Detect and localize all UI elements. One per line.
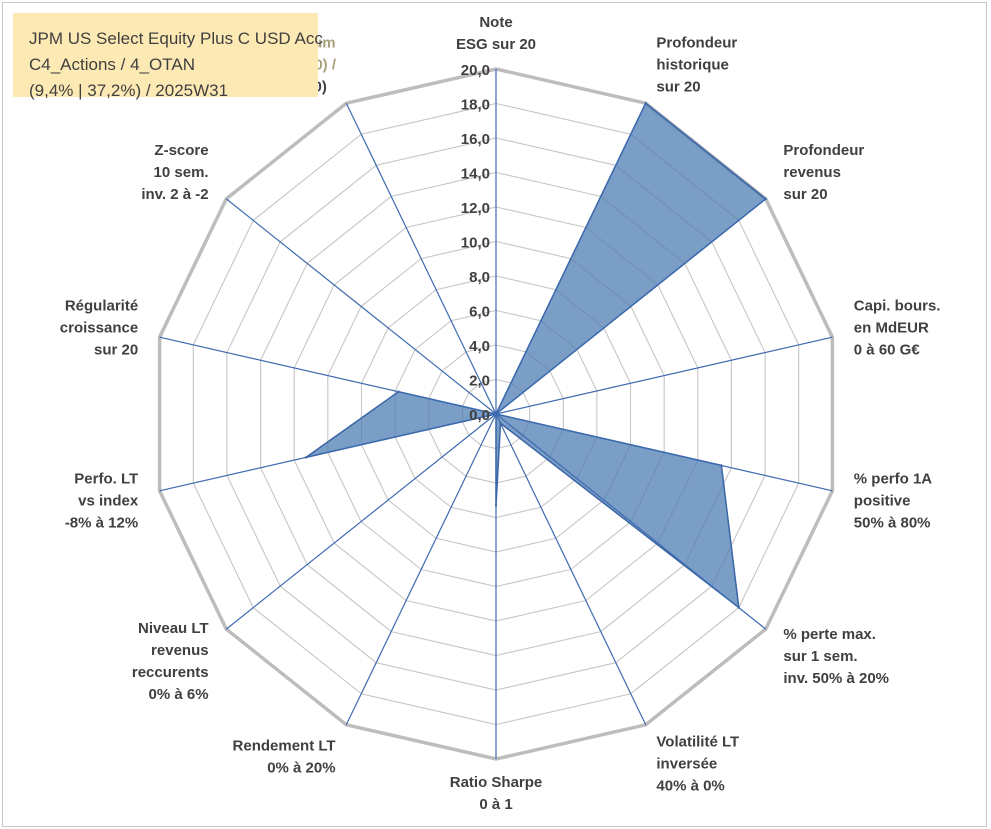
tick-label: 14,0 — [461, 166, 490, 183]
radar-chart: 0,02,04,06,08,010,012,014,016,018,020,0 … — [60, 14, 941, 813]
category-label-line: 10 sem. — [154, 164, 209, 181]
category-label-line: sur 20 — [94, 342, 138, 359]
tick-label: 10,0 — [461, 235, 490, 252]
tick-label: 8,0 — [469, 269, 490, 286]
category-label: % perte max. sur 1 sem. inv. 50% à 20% — [783, 626, 889, 687]
axis-spoke — [495, 413, 647, 726]
category-label: Ratio Sharpe 0 à 1 — [450, 774, 543, 813]
category-label: Volatilité LT inversée 40% à 0% — [656, 734, 739, 795]
category-label-line: revenus — [783, 164, 841, 181]
category-label-line: Rendement LT — [233, 738, 336, 755]
category-label-line: croissance — [60, 320, 138, 337]
category-label: Note ESG sur 20 — [456, 14, 536, 53]
category-label-line: revenus — [151, 642, 209, 659]
category-label-line: sur 20 — [656, 78, 700, 95]
axis-spoke — [225, 198, 497, 415]
category-label-line: Ratio Sharpe — [450, 774, 543, 791]
category-label-line: Profondeur — [656, 34, 737, 51]
category-label-line: 40% à 0% — [656, 778, 724, 795]
title-line-2: C4_Actions / 4_OTAN — [29, 55, 195, 74]
axis-spoke — [495, 413, 767, 630]
category-label-line: inv. 50% à 20% — [783, 670, 889, 687]
category-label-line: Profondeur — [783, 142, 864, 159]
tick-label: 6,0 — [469, 304, 490, 321]
axis-spoke — [495, 413, 833, 492]
axis-spoke — [345, 102, 497, 415]
axis-spoke — [159, 336, 497, 415]
tick-label: 2,0 — [469, 373, 490, 390]
tick-label-layer: 0,0 2,0 4,0 6,0 8,0 10,0 12,0 14,0 16,0 18,0 20,0 — [461, 62, 490, 424]
tick-label: 4,0 — [469, 338, 490, 355]
category-label-line: 0 à 60 G€ — [854, 342, 921, 359]
axis-spoke — [495, 336, 833, 415]
category-label-line: vs index — [78, 492, 139, 509]
title-box: JPM US Select Equity Plus C USD Acc C4_A… — [13, 13, 323, 100]
category-label-line: inv. 2 à -2 — [141, 186, 208, 203]
category-label-line: % perte max. — [783, 626, 876, 643]
title-line-1: JPM US Select Equity Plus C USD Acc — [29, 29, 323, 48]
category-label: Rendement LT 0% à 20% — [233, 738, 336, 777]
category-label: % perfo 1A positive 50% à 80% — [854, 470, 933, 531]
category-label-line: Z-score — [154, 142, 208, 159]
axis-spoke — [495, 102, 647, 415]
category-label-line: Note — [479, 14, 512, 31]
category-label-line: Capi. bours. — [854, 298, 941, 315]
category-label-line: 0% à 6% — [149, 686, 209, 703]
category-label-line: 0 à 1 — [479, 796, 512, 813]
spoke-layer — [159, 69, 833, 759]
category-label-line: sur 20 — [783, 186, 827, 203]
tick-label: 16,0 — [461, 131, 490, 148]
tick-label: 20,0 — [461, 62, 490, 79]
category-label-line: -8% à 12% — [65, 514, 138, 531]
series-layer — [304, 102, 767, 610]
category-label: Perfo. LT vs index -8% à 12% — [65, 470, 139, 531]
category-label-line: ESG sur 20 — [456, 36, 536, 53]
axis-label-layer: Note ESG sur 20 Profondeur historique sur 20… — [60, 14, 941, 813]
category-label: Profondeur historique sur 20 — [656, 34, 737, 95]
category-label-line: Niveau LT — [138, 620, 209, 637]
category-label-line: sur 1 sem. — [783, 648, 857, 665]
tick-label: 0,0 — [469, 407, 490, 424]
category-label-line: % perfo 1A — [854, 470, 933, 487]
category-label-line: historique — [656, 56, 729, 73]
axis-spoke — [345, 413, 497, 726]
category-label-line: Régularité — [65, 298, 138, 315]
tick-label: 12,0 — [461, 200, 490, 217]
category-label: Régularité croissance sur 20 — [60, 298, 138, 359]
title-line-3: (9,4% | 37,2%) / 2025W31 — [29, 81, 229, 100]
category-label: Niveau LT revenus reccurents 0% à 6% — [132, 620, 209, 703]
category-label-line: reccurents — [132, 664, 209, 681]
category-label-line: inversée — [656, 756, 717, 773]
axis-spoke — [159, 413, 497, 492]
category-label: Capi. bours. en MdEUR 0 à 60 G€ — [854, 298, 941, 359]
axis-spoke — [225, 413, 497, 630]
category-label-line: Volatilité LT — [656, 734, 739, 751]
category-label-line: positive — [854, 492, 911, 509]
category-label-line: 0% à 20% — [267, 760, 335, 777]
category-label-line: en MdEUR — [854, 320, 929, 337]
category-label-line: Perfo. LT — [74, 470, 138, 487]
axis-spoke — [495, 198, 767, 415]
category-label: Z-score 10 sem. inv. 2 à -2 — [141, 142, 208, 203]
tick-label: 18,0 — [461, 97, 490, 114]
category-label: Profondeur revenus sur 20 — [783, 142, 864, 203]
category-label-line: 50% à 80% — [854, 514, 931, 531]
